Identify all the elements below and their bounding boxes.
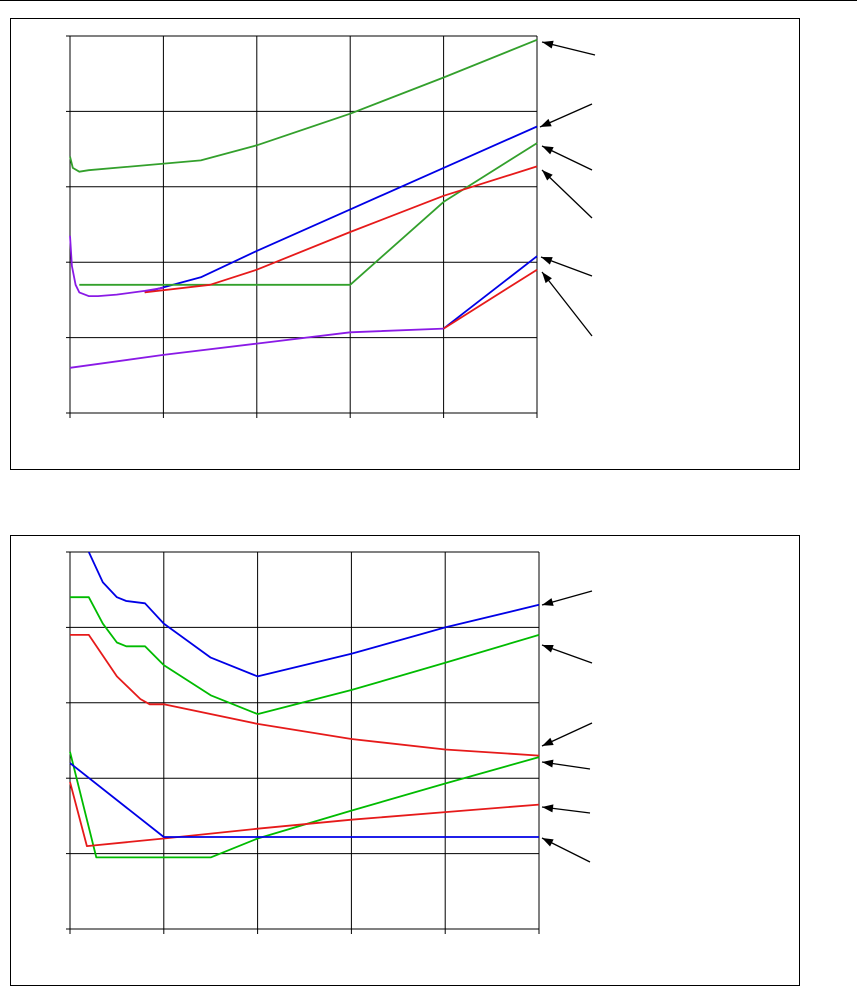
chart-2-frame: [10, 535, 800, 986]
annotation-arrow: [541, 590, 593, 606]
series-line: [69, 38, 538, 173]
annotation-arrow: [541, 271, 593, 337]
annotation-arrow: [541, 837, 591, 863]
annotation-arrow: [541, 169, 593, 219]
annotation-arrow: [541, 644, 593, 664]
series-line: [87, 551, 540, 678]
series-line: [443, 255, 538, 330]
series-line: [144, 165, 538, 294]
annotation-arrow: [541, 759, 591, 770]
series-line: [70, 634, 540, 757]
arrowhead: [541, 257, 553, 265]
arrowhead: [542, 737, 554, 746]
arrowhead: [542, 272, 552, 284]
arrowhead: [542, 644, 554, 653]
series-line: [70, 596, 540, 715]
arrowhead: [542, 598, 554, 606]
annotation-arrow: [539, 103, 593, 128]
series-line: [69, 235, 164, 298]
arrowhead: [542, 838, 554, 847]
series-line: [69, 781, 540, 847]
annotation-arrow: [541, 804, 591, 814]
series-line: [144, 125, 538, 294]
chart-1: [66, 35, 596, 418]
arrowhead: [542, 170, 553, 181]
chart-1-frame: [10, 18, 800, 470]
series-line: [443, 268, 538, 330]
series-line: [69, 762, 539, 838]
annotation-arrow: [541, 722, 593, 747]
arrowhead: [542, 804, 554, 813]
annotation-arrow: [540, 256, 593, 277]
series-line: [69, 327, 444, 369]
page-top-rule: [0, 0, 857, 1]
annotation-arrow: [541, 145, 593, 171]
arrowhead: [542, 40, 554, 49]
annotation-arrow: [541, 40, 596, 56]
arrowhead: [542, 146, 554, 155]
series-line: [79, 142, 538, 286]
arrowhead: [542, 759, 554, 768]
series-line: [69, 751, 540, 859]
chart-2: [66, 551, 593, 934]
arrowhead: [540, 118, 552, 127]
